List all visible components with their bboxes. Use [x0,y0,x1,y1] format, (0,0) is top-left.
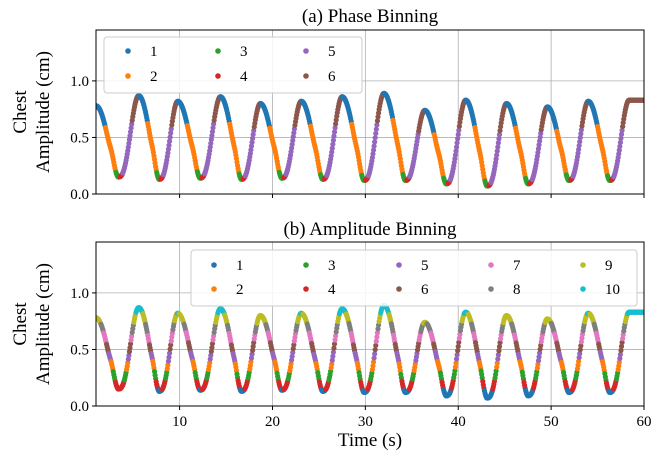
panel-b-legend-label-2: 2 [236,282,244,298]
panel-a-ytick-label-0: 0.0 [70,187,89,203]
panel-b-legend-label-1: 1 [236,258,244,274]
panel-b-ytick-label-2: 1.0 [70,286,89,302]
panel-b-legend-marker-6 [396,286,402,292]
panel-b-xtick-label-5: 60 [637,414,652,430]
panel-a-ylabel-line2: Amplitude (cm) [33,51,54,173]
panel-b-ytick-label-0: 0.0 [70,399,89,415]
panel-a-legend-label-6: 6 [328,69,336,85]
panel-b-legend-marker-3 [303,262,309,268]
panel-b-legend-marker-9 [580,262,586,268]
panel-a-legend-label-2: 2 [150,69,158,85]
panel-b-xlabel: Time (s) [338,430,402,451]
panel-a-legend-label-3: 3 [240,44,248,60]
panel-a-ylabel-line1: Chest [10,90,31,134]
panel-b-legend-label-3: 3 [328,258,336,274]
panel-b-ytick-label-1: 0.5 [70,342,89,358]
panel-b-legend: 1 2 3 4 5 6 7 8 9 10 [191,250,637,306]
panel-a-legend-marker-6 [303,73,309,79]
panel-b-legend-marker-1 [211,262,217,268]
panel-b-xtick-label-1: 20 [265,414,280,430]
panel-b-ylabel-line1: Chest [10,302,31,346]
panel-b-legend-marker-4 [303,286,309,292]
panel-b-legend-marker-5 [396,262,402,268]
panel-a-ytick-label-2: 1.0 [70,74,89,90]
panel-a-legend-marker-3 [215,48,221,54]
panel-a-legend-marker-1 [125,48,131,54]
panel-a-legend-label-1: 1 [150,44,158,60]
panel-b-legend-label-6: 6 [421,282,429,298]
panel-a-legend-marker-5 [303,48,309,54]
panel-b-legend-marker-8 [488,286,494,292]
panel-a: (a) Phase Binning 0.0 0.5 1.0 Chest Amplit… [10,6,646,203]
panel-a-legend-marker-2 [125,73,131,79]
panel-b-ylabel-line2: Amplitude (cm) [33,263,54,385]
panel-b: (b) Amplitude Binning 0.0 0.5 1.0 10 20 30 40 5… [10,219,652,451]
panel-a-legend-marker-4 [215,73,221,79]
panel-b-legend-label-9: 9 [605,258,613,274]
panel-b-legend-label-10: 10 [605,282,620,298]
panel-b-legend-label-4: 4 [328,282,336,298]
panel-b-legend-box [191,250,637,306]
panel-a-legend-box [104,37,362,93]
panel-b-xtick-label-4: 50 [544,414,559,430]
panel-b-legend-label-7: 7 [513,258,521,274]
panel-b-legend-marker-7 [488,262,494,268]
panel-b-title: (b) Amplitude Binning [283,219,457,240]
panel-b-xtick-label-2: 30 [358,414,373,430]
panel-a-legend: 1 2 3 4 5 6 [104,37,362,93]
panel-b-legend-marker-10 [580,286,586,292]
panel-a-data [93,91,646,189]
panel-b-xtick-label-3: 40 [451,414,466,430]
panel-b-legend-marker-2 [211,286,217,292]
panel-a-title: (a) Phase Binning [302,6,439,27]
panel-b-legend-label-8: 8 [513,282,521,298]
panel-b-xtick-label-0: 10 [172,414,187,430]
panel-b-axes: 0.0 0.5 1.0 10 20 30 40 50 60 [70,286,651,430]
panel-b-data [93,303,646,401]
panel-b-legend-label-5: 5 [421,258,429,274]
panel-a-ytick-label-1: 0.5 [70,130,89,146]
panel-a-legend-label-5: 5 [328,44,336,60]
panel-a-legend-label-4: 4 [240,69,248,85]
